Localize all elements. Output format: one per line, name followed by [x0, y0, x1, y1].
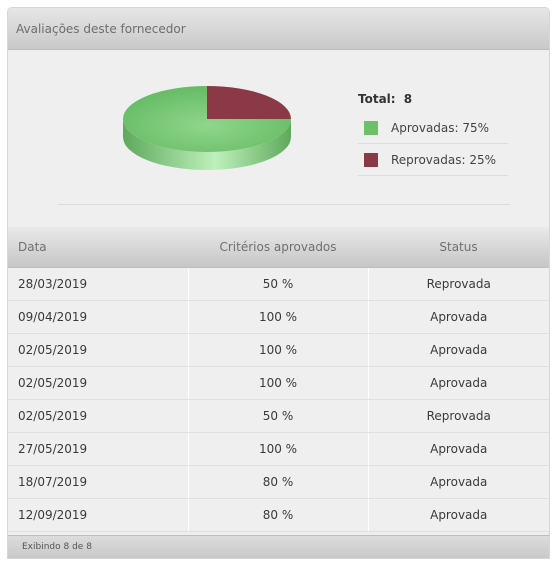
cell-criteria: 80 % — [187, 498, 368, 532]
cell-status: Reprovada — [367, 267, 549, 301]
cell-date: 18/07/2019 — [8, 465, 188, 499]
legend-label-approved: Aprovadas: 75% — [391, 120, 490, 135]
cell-date: 09/04/2019 — [8, 300, 188, 334]
chart-area: Total: 8 Aprovadas: 75% Reprovadas: 25% — [8, 50, 549, 227]
table-row[interactable]: 27/05/2019 100 % Aprovada — [8, 432, 549, 466]
cell-date: 02/05/2019 — [8, 366, 188, 400]
panel-title: Avaliações deste fornecedor — [16, 21, 186, 36]
column-header-date[interactable]: Data — [8, 227, 188, 268]
table-body: 28/03/2019 50 % Reprovada 09/04/2019 100 % Ap… — [8, 267, 549, 532]
cell-criteria: 100 % — [187, 432, 368, 466]
cell-status: Aprovada — [367, 300, 549, 334]
cell-status: Aprovada — [367, 333, 549, 367]
column-header-status[interactable]: Status — [368, 227, 549, 268]
cell-criteria: 100 % — [187, 366, 368, 400]
pie-slice-rejected — [207, 86, 291, 119]
column-header-criteria[interactable]: Critérios aprovados — [188, 227, 368, 268]
cell-criteria: 100 % — [187, 333, 368, 367]
legend-total-value: 8 — [403, 92, 413, 106]
legend-item-approved: Aprovadas: 75% — [358, 112, 508, 144]
cell-criteria: 50 % — [187, 399, 368, 433]
cell-criteria: 100 % — [187, 300, 368, 334]
cell-status: Reprovada — [367, 399, 549, 433]
legend-swatch-approved — [364, 120, 378, 135]
cell-date: 02/05/2019 — [8, 399, 188, 433]
cell-criteria: 50 % — [187, 267, 368, 301]
table-row[interactable]: 02/05/2019 100 % Aprovada — [8, 366, 549, 400]
panel-header: Avaliações deste fornecedor — [8, 8, 549, 50]
pie-side-wall — [123, 119, 291, 170]
cell-date: 27/05/2019 — [8, 432, 188, 466]
evaluations-table: Data Critérios aprovados Status 28/03/20… — [8, 227, 549, 532]
chart-container: Total: 8 Aprovadas: 75% Reprovadas: 25% — [58, 66, 510, 205]
table-row[interactable]: 02/05/2019 50 % Reprovada — [8, 399, 549, 433]
cell-status: Aprovada — [367, 432, 549, 466]
legend-total-label: Total: — [358, 92, 396, 106]
record-count: Exibindo 8 de 8 — [22, 542, 92, 552]
legend-item-rejected: Reprovadas: 25% — [358, 144, 508, 176]
legend-label-rejected: Reprovadas: 25% — [391, 152, 497, 167]
table-row[interactable]: 28/03/2019 50 % Reprovada — [8, 267, 549, 301]
cell-status: Aprovada — [367, 465, 549, 499]
cell-date: 12/09/2019 — [8, 498, 188, 532]
supplier-evaluations-panel: Avaliações deste fornecedor — [7, 7, 550, 559]
table-row[interactable]: 12/09/2019 80 % Aprovada — [8, 498, 549, 532]
cell-status: Aprovada — [367, 366, 549, 400]
pie-chart — [123, 86, 291, 170]
table-footer: Exibindo 8 de 8 — [8, 535, 549, 558]
table-row[interactable]: 09/04/2019 100 % Aprovada — [8, 300, 549, 334]
table-header-row: Data Critérios aprovados Status — [8, 227, 549, 268]
table-row[interactable]: 18/07/2019 80 % Aprovada — [8, 465, 549, 499]
table-row[interactable]: 02/05/2019 100 % Aprovada — [8, 333, 549, 367]
cell-date: 02/05/2019 — [8, 333, 188, 367]
legend-total: Total: 8 — [358, 92, 508, 106]
cell-date: 28/03/2019 — [8, 267, 188, 301]
pie-slice-approved — [123, 86, 291, 152]
chart-legend: Total: 8 Aprovadas: 75% Reprovadas: 25% — [358, 92, 508, 176]
cell-criteria: 80 % — [187, 465, 368, 499]
cell-status: Aprovada — [367, 498, 549, 532]
legend-swatch-rejected — [364, 152, 378, 167]
